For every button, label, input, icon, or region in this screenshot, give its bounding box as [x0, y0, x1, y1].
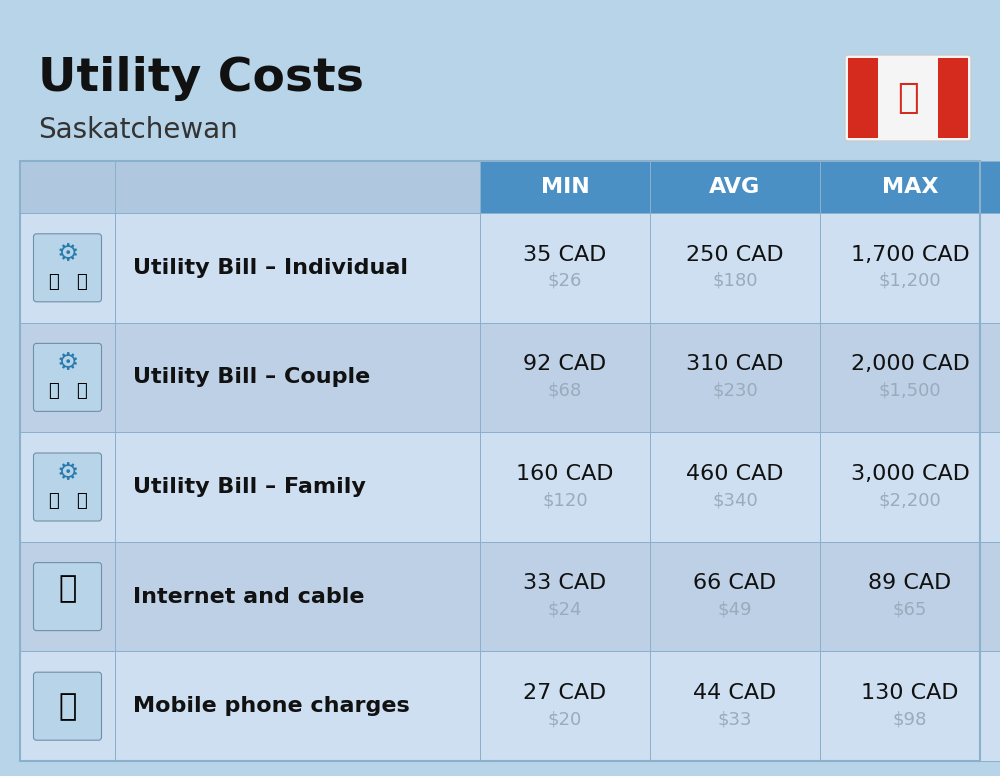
FancyBboxPatch shape: [34, 234, 102, 302]
FancyBboxPatch shape: [650, 651, 820, 761]
Text: Mobile phone charges: Mobile phone charges: [133, 696, 410, 716]
FancyBboxPatch shape: [20, 432, 115, 542]
Text: 250 CAD: 250 CAD: [686, 244, 784, 265]
Polygon shape: [848, 58, 878, 138]
Text: 66 CAD: 66 CAD: [693, 573, 777, 594]
Text: $1,200: $1,200: [879, 272, 941, 290]
Text: $1,500: $1,500: [879, 382, 941, 400]
Text: MAX: MAX: [882, 177, 938, 197]
Text: 35 CAD: 35 CAD: [523, 244, 607, 265]
Text: $98: $98: [893, 710, 927, 729]
Text: $26: $26: [548, 272, 582, 290]
Text: $49: $49: [718, 601, 752, 618]
Text: $68: $68: [548, 382, 582, 400]
Text: 📱: 📱: [58, 691, 77, 721]
Text: Utility Bill – Individual: Utility Bill – Individual: [133, 258, 408, 278]
Text: $65: $65: [893, 601, 927, 618]
Text: 📶: 📶: [58, 574, 77, 603]
Text: 🔌: 🔌: [48, 492, 59, 510]
FancyBboxPatch shape: [480, 432, 650, 542]
FancyBboxPatch shape: [480, 161, 650, 213]
Text: Internet and cable: Internet and cable: [133, 587, 364, 607]
FancyBboxPatch shape: [115, 542, 480, 651]
Text: 460 CAD: 460 CAD: [686, 464, 784, 484]
Text: 🚿: 🚿: [76, 492, 87, 510]
FancyBboxPatch shape: [480, 651, 650, 761]
Text: $120: $120: [542, 491, 588, 509]
FancyBboxPatch shape: [115, 651, 480, 761]
Text: 🚿: 🚿: [76, 273, 87, 291]
Text: 🍁: 🍁: [897, 81, 919, 115]
Text: 3,000 CAD: 3,000 CAD: [851, 464, 969, 484]
FancyBboxPatch shape: [34, 453, 102, 521]
Text: ⚙: ⚙: [56, 352, 79, 376]
Text: $230: $230: [712, 382, 758, 400]
Text: 🚿: 🚿: [76, 383, 87, 400]
FancyBboxPatch shape: [20, 161, 115, 213]
FancyBboxPatch shape: [650, 432, 820, 542]
FancyBboxPatch shape: [115, 161, 480, 213]
Text: 🔌: 🔌: [48, 273, 59, 291]
Text: 130 CAD: 130 CAD: [861, 683, 959, 703]
FancyBboxPatch shape: [34, 672, 102, 740]
Text: Utility Costs: Utility Costs: [38, 56, 364, 101]
Text: Utility Bill – Couple: Utility Bill – Couple: [133, 367, 370, 387]
FancyBboxPatch shape: [20, 542, 115, 651]
Text: $33: $33: [718, 710, 752, 729]
Text: ⚙: ⚙: [56, 461, 79, 485]
FancyBboxPatch shape: [650, 542, 820, 651]
FancyBboxPatch shape: [20, 213, 115, 323]
FancyBboxPatch shape: [820, 651, 1000, 761]
Text: $2,200: $2,200: [879, 491, 941, 509]
Text: $24: $24: [548, 601, 582, 618]
FancyBboxPatch shape: [34, 563, 102, 631]
FancyBboxPatch shape: [820, 323, 1000, 432]
Text: MIN: MIN: [541, 177, 589, 197]
Text: 44 CAD: 44 CAD: [693, 683, 777, 703]
Text: 89 CAD: 89 CAD: [868, 573, 952, 594]
Text: $340: $340: [712, 491, 758, 509]
FancyBboxPatch shape: [480, 323, 650, 432]
FancyBboxPatch shape: [34, 344, 102, 411]
Text: 310 CAD: 310 CAD: [686, 355, 784, 374]
Text: 2,000 CAD: 2,000 CAD: [851, 355, 969, 374]
Text: 27 CAD: 27 CAD: [523, 683, 607, 703]
Text: $20: $20: [548, 710, 582, 729]
FancyBboxPatch shape: [845, 55, 971, 141]
FancyBboxPatch shape: [20, 323, 115, 432]
FancyBboxPatch shape: [820, 161, 1000, 213]
Text: 160 CAD: 160 CAD: [516, 464, 614, 484]
Text: 🔌: 🔌: [48, 383, 59, 400]
FancyBboxPatch shape: [650, 213, 820, 323]
Text: $180: $180: [712, 272, 758, 290]
FancyBboxPatch shape: [115, 432, 480, 542]
FancyBboxPatch shape: [480, 213, 650, 323]
Text: 1,700 CAD: 1,700 CAD: [851, 244, 969, 265]
Text: ⚙: ⚙: [56, 242, 79, 266]
Text: 33 CAD: 33 CAD: [523, 573, 607, 594]
Text: Saskatchewan: Saskatchewan: [38, 116, 238, 144]
Text: Utility Bill – Family: Utility Bill – Family: [133, 477, 366, 497]
Text: AVG: AVG: [709, 177, 761, 197]
FancyBboxPatch shape: [650, 161, 820, 213]
FancyBboxPatch shape: [115, 213, 480, 323]
FancyBboxPatch shape: [20, 651, 115, 761]
Text: 92 CAD: 92 CAD: [523, 355, 607, 374]
FancyBboxPatch shape: [820, 213, 1000, 323]
Polygon shape: [938, 58, 968, 138]
FancyBboxPatch shape: [480, 542, 650, 651]
FancyBboxPatch shape: [820, 542, 1000, 651]
FancyBboxPatch shape: [115, 323, 480, 432]
FancyBboxPatch shape: [820, 432, 1000, 542]
FancyBboxPatch shape: [650, 323, 820, 432]
